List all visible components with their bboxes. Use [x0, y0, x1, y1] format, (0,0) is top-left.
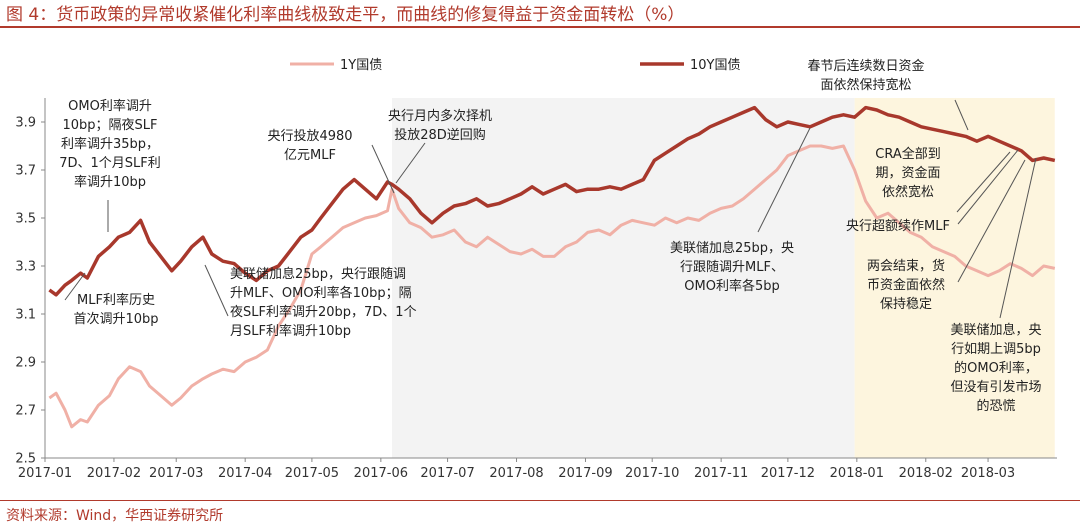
title-divider	[0, 26, 1080, 28]
x-tick-label: 2017-06	[354, 466, 408, 481]
chart-title: 图 4：货币政策的异常收紧催化利率曲线极致走平，而曲线的修复得益于资金面转松（%…	[6, 5, 685, 25]
y-tick-label: 3.9	[15, 116, 36, 131]
y-tick-label: 2.7	[15, 404, 36, 419]
annotation-leader-4	[395, 142, 426, 184]
annotation-leader-8	[956, 151, 1011, 213]
shaded-region-2	[854, 98, 1055, 458]
annotation-6: 美联储加息25bp，央行跟随调升MLF、 OMO利率各5bp	[670, 240, 794, 294]
annotation-leader-11	[999, 157, 1037, 319]
annotation-4: 央行月内多次择机投放28D逆回购	[388, 108, 492, 143]
x-tick-label: 2018-03	[961, 466, 1015, 481]
x-tick-label: 2017-12	[761, 466, 815, 481]
annotation-leader-2	[64, 272, 86, 301]
annotation-leader-7	[954, 99, 969, 131]
source-divider	[0, 500, 1080, 501]
y-tick-label: 3.1	[15, 308, 36, 323]
annotation-1: OMO利率调升 10bp；隔夜SLF 利率调升35bp， 7D、1个月SLF利率调升1…	[59, 98, 161, 190]
x-tick-label: 2017-02	[87, 466, 141, 481]
y-tick-label: 3.5	[15, 212, 36, 227]
x-tick-label: 2018-02	[899, 466, 953, 481]
shaded-region-1	[391, 98, 855, 458]
annotation-leader-10	[957, 159, 1026, 283]
x-tick-label: 2017-10	[625, 466, 679, 481]
y-tick-label: 3.3	[15, 260, 36, 275]
annotation-leader-9	[957, 149, 1019, 225]
y-tick-label: 2.9	[15, 356, 36, 371]
chart-canvas: 2.5 2.7 2.9 3.1 3.3 3.5 3.7 3.9 2017-01 2017-02 20…	[15, 58, 1057, 481]
legend-label-2: 10Y国债	[690, 58, 740, 73]
legend-label-1: 1Y国债	[340, 58, 382, 73]
series-line-1y	[48, 144, 1056, 429]
annotation-9: 央行超额续作MLF	[846, 219, 950, 234]
y-tick-label: 2.5	[15, 452, 36, 467]
series-line-10y	[48, 105, 1056, 297]
x-tick-label: 2017-11	[694, 466, 748, 481]
annotation-2: MLF利率历史首次调升10bp	[73, 292, 158, 327]
annotation-8: CRA全部到期，资金面依然宽松	[875, 146, 940, 200]
annotation-10: 两会结束，货币资金面依然保持稳定	[867, 258, 945, 312]
annotation-leader-5	[204, 264, 229, 317]
x-tick-label: 2017-05	[285, 466, 339, 481]
y-tick-label: 3.7	[15, 164, 36, 179]
x-tick-label: 2017-08	[489, 466, 543, 481]
x-tick-label: 2017-04	[218, 466, 272, 481]
annotation-11: 美联储加息，央行如期上调5bp 的OMO利率，但没有引发市场的恐慌	[950, 322, 1041, 414]
x-tick-label: 2017-09	[558, 466, 612, 481]
x-tick-label: 2018-01	[830, 466, 884, 481]
annotation-3: 央行投放4980 亿元MLF	[267, 128, 352, 163]
annotation-5: 美联储加息25bp，央行跟随调升MLF、OMO利率各10bp；隔夜SLF利率调升…	[230, 266, 417, 339]
x-tick-label: 2017-03	[149, 466, 203, 481]
source-note: 资料来源：Wind，华西证券研究所	[6, 508, 224, 524]
x-tick-label: 2017-07	[420, 466, 474, 481]
annotation-leader-3	[371, 144, 395, 194]
annotation-leader-6	[757, 127, 811, 233]
annotation-7: 春节后连续数日资金面依然保持宽松	[807, 58, 924, 93]
x-tick-label: 2017-01	[18, 466, 72, 481]
